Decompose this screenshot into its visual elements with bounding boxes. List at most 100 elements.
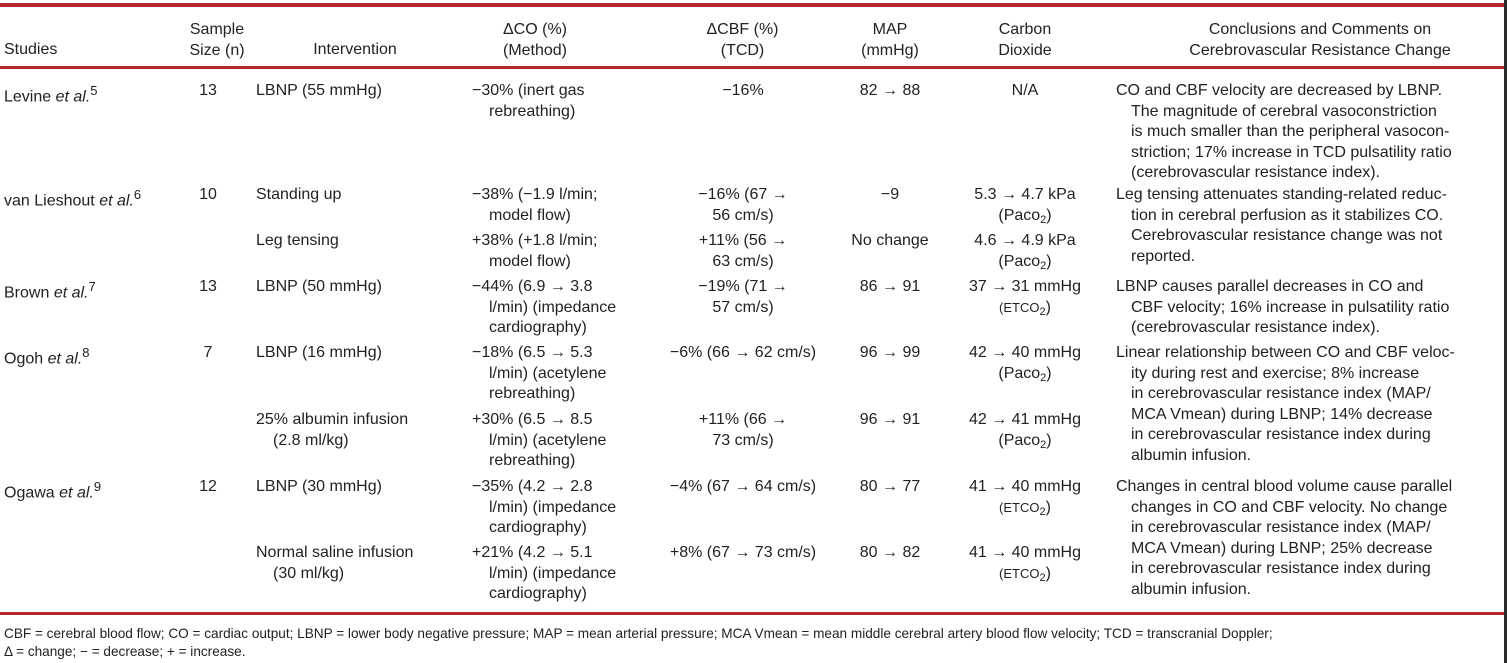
cbf-line: −19% (71 → bbox=[698, 278, 788, 295]
co2-method: (Paco2) bbox=[955, 206, 1095, 227]
intervention-line: LBNP (50 mmHg) bbox=[256, 278, 382, 295]
intervention-cell: LBNP (16 mmHg) bbox=[256, 343, 382, 364]
cbf-line: 63 cm/s) bbox=[712, 252, 774, 270]
header-delta-co: ΔCO (%) (Method) bbox=[470, 20, 600, 61]
conclusion-line: is much smaller than the peripheral vaso… bbox=[1131, 123, 1450, 140]
co2-method-close: ) bbox=[1045, 498, 1051, 516]
intervention-line: LBNP (30 mmHg) bbox=[256, 478, 382, 495]
conclusion-line: (cerebrovascular resistance index). bbox=[1131, 164, 1380, 181]
co2-method-label: (Paco bbox=[998, 431, 1041, 449]
delta-co-cell: −30% (inert gas rebreathing) bbox=[472, 81, 585, 122]
table-footnote: CBF = cerebral blood flow; CO = cardiac … bbox=[4, 625, 1273, 661]
map-cell: 80 → 82 bbox=[859, 544, 921, 561]
co2-method-close: ) bbox=[1045, 564, 1051, 582]
conclusion-line: (cerebrovascular resistance index). bbox=[1131, 319, 1380, 336]
delta-cbf-cell: +11% (66 → 73 cm/s) bbox=[660, 410, 826, 451]
intervention-cell: 25% albumin infusion (2.8 ml/kg) bbox=[256, 410, 408, 451]
cbf-line: +11% (66 → bbox=[698, 411, 788, 428]
co-line: −18% (6.5 → 5.3 bbox=[472, 344, 593, 361]
co-line: l/min) (impedance bbox=[489, 564, 617, 582]
header-cbf-line1: ΔCBF (%) bbox=[706, 21, 779, 38]
co2-method-label: (ETCO bbox=[999, 565, 1040, 581]
top-rule bbox=[0, 3, 1504, 7]
delta-cbf-cell: −19% (71 → 57 cm/s) bbox=[660, 277, 826, 318]
conclusion-cell: CO and CBF velocity are decreased by LBN… bbox=[1116, 81, 1504, 184]
delta-cbf-cell: +8% (67 → 73 cm/s) bbox=[660, 543, 826, 564]
study-name: Levine et al.5 bbox=[4, 81, 98, 108]
conclusion-line: albumin infusion. bbox=[1131, 580, 1252, 598]
header-concl-line1: Conclusions and Comments on bbox=[1208, 21, 1432, 38]
conclusion-line: CBF velocity; 16% increase in pulsatilit… bbox=[1131, 298, 1450, 316]
study-name: Brown et al.7 bbox=[4, 277, 96, 304]
co2-subscript: 2 bbox=[1040, 438, 1047, 451]
co2-value: 42 → 40 mmHg bbox=[968, 344, 1082, 361]
intervention-line: (2.8 ml/kg) bbox=[273, 431, 349, 449]
study-author: Levine bbox=[4, 88, 52, 106]
co2-method: (ETCO2) bbox=[955, 564, 1095, 585]
header-rule bbox=[0, 66, 1504, 69]
header-studies-label: Studies bbox=[4, 41, 58, 58]
intervention-line: 25% albumin infusion bbox=[256, 411, 409, 428]
co-line: l/min) (impedance bbox=[489, 498, 617, 516]
co2-cell: 4.6 → 4.9 kPa (Paco2) bbox=[955, 231, 1095, 272]
co2-method-label: (ETCO bbox=[999, 499, 1040, 515]
delta-cbf-cell: −6% (66 → 62 cm/s) bbox=[660, 343, 826, 364]
delta-co-cell: −38% (−1.9 l/min; model flow) bbox=[472, 185, 597, 226]
co2-value: 37 → 31 mmHg bbox=[968, 278, 1082, 295]
conclusion-line: tion in cerebral perfusion as it stabili… bbox=[1131, 206, 1444, 224]
delta-cbf-cell: −16% (67 → 56 cm/s) bbox=[660, 185, 826, 226]
conclusion-line: LBNP causes parallel decreases in CO and bbox=[1116, 278, 1424, 295]
intervention-line: (30 ml/kg) bbox=[273, 564, 345, 582]
co2-method-close: ) bbox=[1046, 364, 1052, 382]
study-ref: 9 bbox=[93, 479, 102, 494]
co-line: l/min) (acetylene bbox=[489, 431, 607, 449]
conclusion-line: Changes in central blood volume cause pa… bbox=[1116, 478, 1453, 495]
delta-co-cell: −35% (4.2 → 2.8 l/min) (impedance cardiogr… bbox=[472, 477, 616, 539]
co2-method: (ETCO2) bbox=[955, 498, 1095, 519]
header-map: MAP (mmHg) bbox=[850, 20, 930, 61]
co-line: −35% (4.2 → 2.8 bbox=[472, 478, 593, 495]
co2-value: 4.6 → 4.9 kPa bbox=[974, 232, 1076, 249]
map-cell: 86 → 91 bbox=[859, 278, 921, 295]
cbf-line: −4% (67 → 64 cm/s) bbox=[669, 478, 817, 495]
cbf-line: +11% (56 → bbox=[698, 232, 788, 249]
intervention-cell: LBNP (55 mmHg) bbox=[256, 81, 382, 102]
sample-size: 12 bbox=[199, 478, 217, 495]
co-line: model flow) bbox=[489, 206, 571, 224]
cbf-line: −16% (67 → bbox=[698, 186, 788, 203]
intervention-cell: LBNP (50 mmHg) bbox=[256, 277, 382, 298]
co2-cell: 42 → 41 mmHg (Paco2) bbox=[955, 410, 1095, 451]
co2-method: (Paco2) bbox=[955, 364, 1095, 385]
conclusion-line: The magnitude of cerebral vasoconstricti… bbox=[1131, 102, 1437, 120]
study-name: Ogawa et al.9 bbox=[4, 477, 101, 504]
intervention-line: LBNP (16 mmHg) bbox=[256, 344, 382, 361]
study-author: van Lieshout bbox=[4, 192, 95, 210]
footnote-line: Δ = change; − = decrease; + = increase. bbox=[4, 644, 246, 659]
header-map-line1: MAP bbox=[872, 21, 908, 38]
delta-cbf-cell: +11% (56 → 63 cm/s) bbox=[660, 231, 826, 272]
co-line: +30% (6.5 → 8.5 bbox=[472, 411, 593, 428]
co2-subscript: 2 bbox=[1040, 213, 1047, 226]
header-co2-line1: Carbon bbox=[998, 21, 1052, 38]
intervention-line: Leg tensing bbox=[256, 232, 339, 249]
conclusion-line: reported. bbox=[1131, 247, 1196, 265]
co2-subscript: 2 bbox=[1039, 571, 1046, 584]
co2-method: (Paco2) bbox=[955, 252, 1095, 273]
conclusion-line: in cerebrovascular resistance index duri… bbox=[1131, 426, 1431, 443]
header-sample-line1: Sample bbox=[189, 21, 245, 38]
co-line: −38% (−1.9 l/min; bbox=[472, 186, 598, 203]
co2-method-label: (Paco bbox=[998, 364, 1041, 382]
conclusion-line: in cerebrovascular resistance index duri… bbox=[1131, 560, 1431, 577]
cbf-line: 56 cm/s) bbox=[712, 206, 774, 224]
co-line: +21% (4.2 → 5.1 bbox=[472, 544, 593, 561]
intervention-cell: Standing up bbox=[256, 185, 341, 206]
co2-method-label: (Paco bbox=[998, 206, 1041, 224]
footer-rule bbox=[0, 612, 1504, 615]
intervention-cell: LBNP (30 mmHg) bbox=[256, 477, 382, 498]
study-etal: et al. bbox=[55, 88, 91, 106]
conclusion-cell: Changes in central blood volume cause pa… bbox=[1116, 477, 1504, 600]
co2-method-close: ) bbox=[1046, 431, 1052, 449]
header-co-line2: (Method) bbox=[502, 41, 568, 59]
map-cell: No change bbox=[851, 232, 929, 249]
header-carbon-dioxide: Carbon Dioxide bbox=[980, 20, 1070, 61]
